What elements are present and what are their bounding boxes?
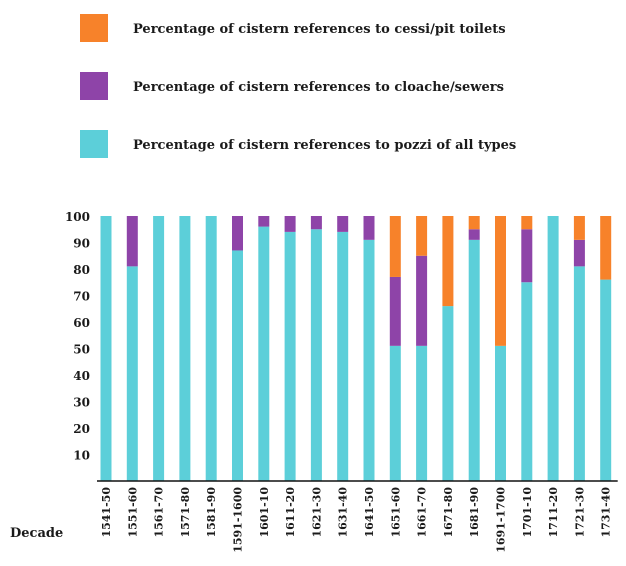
bar-segment [179, 216, 191, 481]
x-tick-label: 1701-10 [521, 487, 534, 538]
bar-segment [521, 229, 533, 283]
bar-segment [521, 216, 533, 230]
legend: Percentage of cistern references to cess… [80, 14, 516, 158]
bar-segment [573, 266, 585, 481]
legend-swatch-0 [80, 130, 108, 158]
y-tick-label: 60 [73, 316, 90, 330]
x-tick-label: 1721-30 [573, 487, 586, 538]
y-axis: 10 20 30 40 50 60 70 80 90 100 [65, 210, 90, 463]
bar-segment [495, 216, 506, 346]
x-tick-label: 1611-20 [284, 487, 297, 538]
x-tick-label: 1581-90 [205, 487, 218, 538]
bar-segment [416, 216, 428, 256]
bar-segment [468, 239, 480, 481]
bar-segment [310, 216, 322, 230]
x-tick-label: 1631-40 [337, 487, 350, 538]
bar-segment [153, 216, 165, 481]
x-tick-label: 1691-1700 [495, 487, 508, 553]
bar-segment [547, 216, 559, 481]
bar-segment [389, 276, 401, 346]
y-tick-label: 40 [73, 369, 90, 383]
bar-segment [232, 250, 243, 481]
bar-segment [468, 229, 480, 240]
bar-segment [126, 266, 138, 481]
bar-segment [310, 229, 322, 481]
bar-segment [600, 279, 612, 481]
bar-segment [258, 226, 270, 481]
y-tick-label: 80 [73, 263, 90, 277]
bar-segment [284, 216, 296, 232]
bar-segment [495, 345, 506, 481]
x-tick-label: 1681-90 [468, 487, 481, 538]
bar-segment [389, 345, 401, 481]
legend-label-2: Percentage of cistern references to cess… [133, 22, 506, 37]
y-tick-label: 30 [73, 396, 90, 410]
x-tick-label: 1541-50 [100, 487, 113, 538]
x-axis: 1541-50 1551-60 1561-70 1571-80 1581-90 1591-… [97, 480, 618, 553]
bar-segment [573, 239, 585, 267]
bar-segment [258, 216, 270, 227]
x-tick-label: 1651-60 [389, 487, 402, 538]
bar-segment [205, 216, 217, 481]
x-tick-label: 1731-40 [600, 487, 613, 538]
bar-segment [337, 216, 349, 232]
legend-swatch-2 [80, 14, 108, 42]
x-tick-label: 1621-30 [310, 487, 323, 538]
x-tick-label: 1671-80 [442, 487, 455, 538]
bar-segment [337, 231, 349, 481]
y-tick-label: 10 [73, 449, 90, 463]
y-tick-label: 50 [73, 343, 90, 357]
bar-segment [232, 216, 243, 251]
legend-label-1: Percentage of cistern references to cloa… [133, 80, 504, 95]
bar-segment [442, 216, 454, 307]
bar-segment [468, 216, 480, 230]
bar-segment [389, 216, 401, 277]
x-tick-label: 1571-80 [179, 487, 192, 538]
x-tick-label: 1551-60 [126, 487, 139, 538]
x-tick-label: 1561-70 [153, 487, 166, 538]
bar-segment [100, 216, 112, 481]
bar-segment [600, 216, 612, 280]
y-tick-label: 100 [65, 210, 90, 224]
x-tick-label: 1661-70 [416, 487, 429, 538]
x-axis-title: Decade [10, 526, 63, 541]
bar-segment [363, 239, 375, 481]
legend-label-0: Percentage of cistern references to pozz… [133, 138, 516, 153]
x-tick-label: 1711-20 [547, 487, 560, 538]
bar-segment [416, 255, 428, 346]
bar-segment [363, 216, 375, 240]
y-tick-label: 20 [73, 422, 90, 436]
bar-segment [284, 231, 296, 481]
bar-segment [442, 306, 454, 481]
bar-segment [416, 345, 428, 481]
x-tick-label: 1591-1600 [232, 487, 245, 553]
bars [100, 216, 612, 481]
bar-segment [126, 216, 138, 267]
bar-segment [521, 282, 533, 481]
bar-segment [573, 216, 585, 240]
y-tick-label: 70 [73, 290, 90, 304]
x-tick-label: 1601-10 [258, 487, 271, 538]
legend-swatch-1 [80, 72, 108, 100]
y-tick-label: 90 [73, 237, 90, 251]
x-tick-label: 1641-50 [363, 487, 376, 538]
